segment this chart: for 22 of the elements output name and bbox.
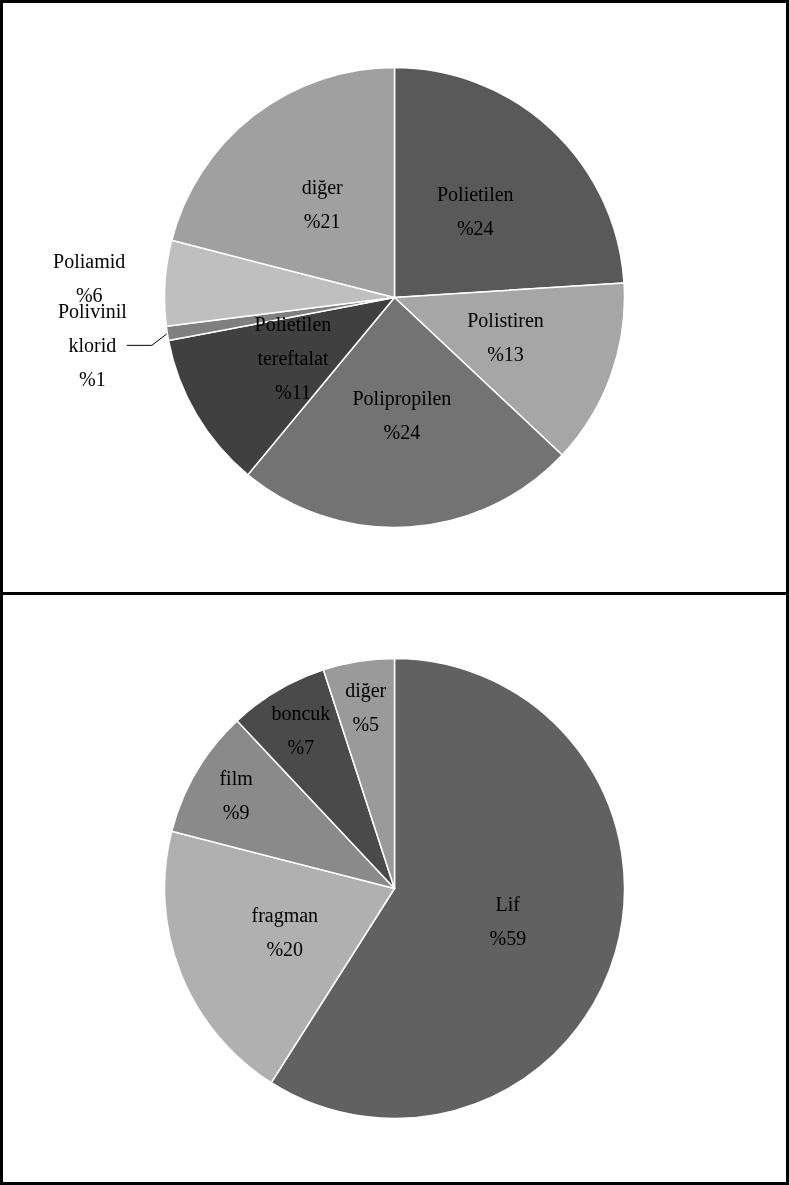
slice-label: Polipropilen	[352, 387, 452, 411]
data-label: %1	[79, 368, 106, 391]
data-label: %5	[352, 712, 380, 735]
slice-label: diğer	[345, 678, 387, 702]
data-label: %9	[222, 800, 250, 823]
slice-label: Poliamid	[53, 250, 126, 273]
data-label: %11	[274, 380, 311, 403]
data-label: %59	[489, 927, 527, 950]
slice-label: boncuk	[271, 702, 331, 725]
data-label: %13	[487, 343, 524, 366]
slice-label: fragman	[251, 903, 319, 927]
data-label: %21	[303, 210, 341, 233]
slice-label: Lif	[495, 893, 521, 916]
slice-label: film	[219, 766, 254, 789]
slice-label: Polistiren	[467, 309, 544, 332]
data-label: %20	[266, 937, 304, 960]
data-label: %7	[287, 736, 315, 759]
slice-label: diğer	[301, 176, 344, 200]
data-label: %24	[456, 217, 494, 240]
slice-label: Polietilen tereftalat	[254, 312, 332, 369]
slice-label: Polietilen	[436, 183, 514, 206]
data-label: %24	[383, 421, 421, 444]
